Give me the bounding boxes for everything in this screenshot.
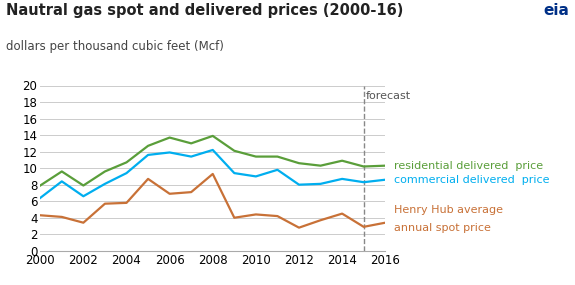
Text: Henry Hub average: Henry Hub average [394,205,503,215]
Text: commercial delivered  price: commercial delivered price [394,175,549,185]
Text: Nautral gas spot and delivered prices (2000-16): Nautral gas spot and delivered prices (2… [6,3,403,18]
Text: annual spot price: annual spot price [394,223,490,233]
Text: forecast: forecast [366,91,411,101]
Text: eia: eia [543,3,569,18]
Text: residential delivered  price: residential delivered price [394,161,543,171]
Text: dollars per thousand cubic feet (Mcf): dollars per thousand cubic feet (Mcf) [6,40,224,53]
